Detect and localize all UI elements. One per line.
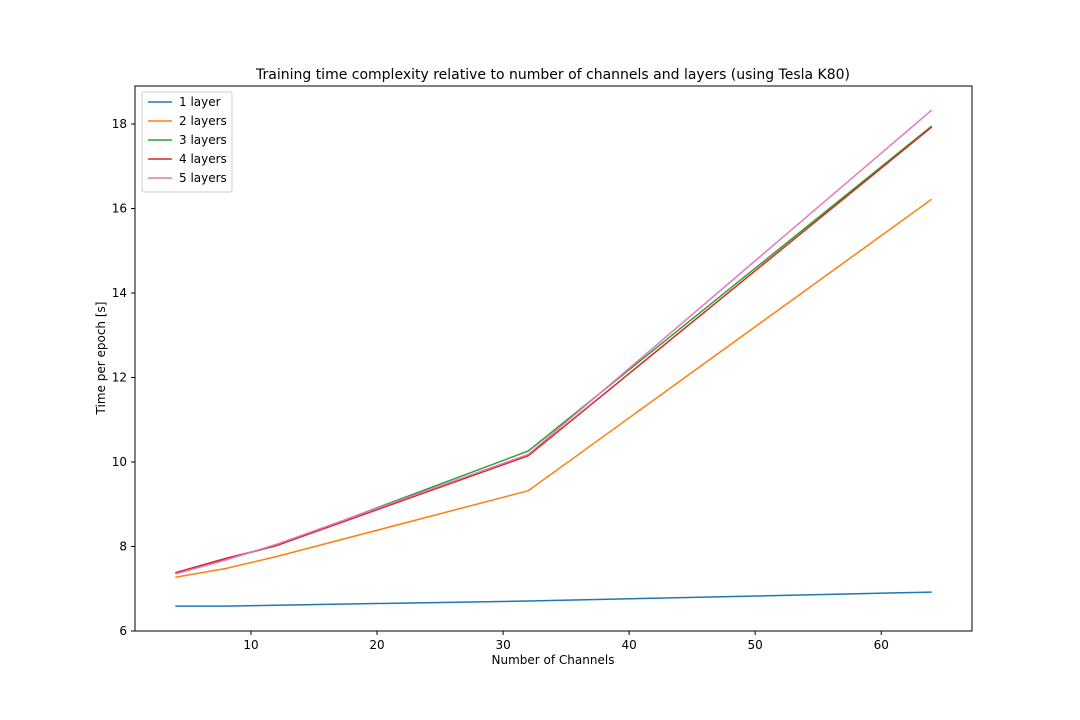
axes-frame (134, 85, 973, 632)
legend-label: 3 layers (179, 133, 227, 147)
legend-box (141, 91, 233, 193)
x-tick-label: 50 (748, 638, 763, 652)
series-line (175, 591, 932, 607)
x-tick-label: 60 (874, 638, 889, 652)
y-tick-label: 18 (112, 117, 127, 131)
y-tick-label: 8 (119, 540, 127, 554)
legend-label: 2 layers (179, 114, 227, 128)
chart-title: Training time complexity relative to num… (255, 67, 850, 83)
y-tick-label: 14 (112, 286, 127, 300)
y-axis: 6 8 10 12 14 16 18 (112, 117, 135, 638)
x-tick-label: 20 (369, 638, 384, 652)
y-tick-label: 16 (112, 202, 127, 216)
plot-area (175, 109, 933, 607)
x-axis: 10 20 30 40 50 60 (243, 631, 889, 652)
legend-label: 4 layers (179, 152, 227, 166)
series-line (175, 198, 933, 579)
legend: 1 layer 2 layers 3 layers 4 layers 5 layers (141, 91, 233, 193)
y-axis-label: Time per epoch [s] (94, 302, 108, 416)
x-tick-label: 10 (243, 638, 258, 652)
y-tick-label: 10 (112, 455, 127, 469)
x-tick-label: 30 (495, 638, 510, 652)
x-axis-label: Number of Channels (492, 653, 615, 667)
series-line (175, 125, 933, 574)
x-tick-label: 40 (621, 638, 636, 652)
legend-label: 5 layers (179, 171, 227, 185)
y-tick-label: 12 (112, 371, 127, 385)
series-line (175, 126, 933, 574)
y-tick-label: 6 (119, 624, 127, 638)
legend-label: 1 layer (179, 95, 221, 109)
series-line (175, 109, 933, 575)
